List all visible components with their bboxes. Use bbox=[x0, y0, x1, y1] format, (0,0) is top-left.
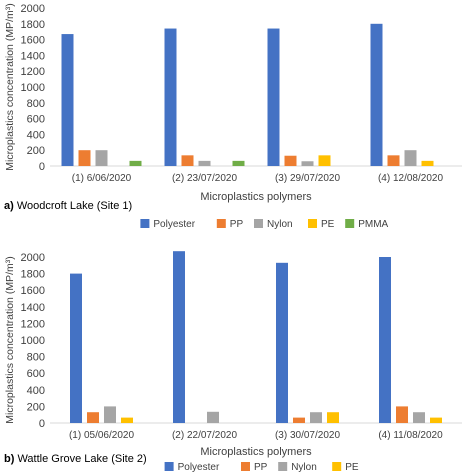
panel-letter: b) bbox=[4, 453, 17, 465]
bar-polyester bbox=[276, 262, 288, 423]
legend-swatch-polyester bbox=[164, 462, 174, 471]
y-tick-label: 800 bbox=[27, 98, 45, 110]
y-tick-label: 1600 bbox=[21, 35, 45, 47]
bar-pe bbox=[421, 160, 434, 166]
bar-pe bbox=[430, 417, 442, 423]
y-tick-label: 1600 bbox=[21, 285, 45, 297]
legend-swatch-nylon bbox=[278, 462, 288, 471]
x-tick-label: (4) 12/08/2020 bbox=[378, 173, 443, 184]
legend-swatch-nylon bbox=[254, 219, 263, 228]
panel-label: a) Woodcroft Lake (Site 1) bbox=[4, 200, 132, 212]
bar-pe bbox=[121, 417, 133, 423]
legend-label: PMMA bbox=[358, 219, 388, 230]
x-axis-title: Microplastics polymers bbox=[200, 446, 312, 458]
panel-title: Wattle Grove Lake (Site 2) bbox=[17, 453, 146, 465]
legend-swatch-polyester bbox=[140, 219, 150, 228]
bar-pp bbox=[78, 150, 91, 166]
bar-pp bbox=[293, 417, 305, 423]
x-tick-label: (1) 05/06/2020 bbox=[69, 430, 134, 441]
x-tick-label: (3) 30/07/2020 bbox=[275, 430, 340, 441]
y-tick-label: 600 bbox=[27, 114, 45, 126]
legend-label: PP bbox=[254, 462, 268, 473]
bar-pmma bbox=[232, 160, 245, 166]
legend-label: Nylon bbox=[267, 219, 293, 230]
panel-letter: a) bbox=[4, 200, 17, 212]
bar-pp bbox=[181, 155, 194, 166]
bar-nylon bbox=[207, 411, 219, 423]
bar-pp bbox=[387, 155, 400, 166]
y-tick-label: 400 bbox=[27, 385, 45, 397]
y-tick-label: 1400 bbox=[21, 50, 45, 62]
y-tick-label: 1000 bbox=[21, 82, 45, 94]
legend-label: Nylon bbox=[291, 462, 317, 473]
bar-pe bbox=[327, 412, 339, 423]
legend-label: PP bbox=[230, 219, 244, 230]
y-tick-label: 1000 bbox=[21, 335, 45, 347]
y-tick-label: 1800 bbox=[21, 269, 45, 281]
bar-pp bbox=[396, 406, 408, 423]
x-axis-title: Microplastics polymers bbox=[200, 191, 312, 203]
legend-swatch-pmma bbox=[345, 219, 355, 228]
y-tick-label: 0 bbox=[39, 418, 45, 430]
bar-polyester bbox=[370, 23, 383, 166]
y-tick-label: 2000 bbox=[21, 3, 45, 15]
y-tick-label: 600 bbox=[27, 368, 45, 380]
legend-label: PE bbox=[321, 219, 335, 230]
x-tick-label: (3) 29/07/2020 bbox=[275, 173, 340, 184]
y-tick-label: 200 bbox=[27, 401, 45, 413]
legend-label: Polyester bbox=[178, 462, 220, 473]
bar-pe bbox=[318, 155, 331, 166]
bar-nylon bbox=[301, 161, 314, 166]
legend-swatch-pe bbox=[332, 462, 342, 471]
y-tick-label: 2000 bbox=[21, 252, 45, 264]
y-tick-label: 1400 bbox=[21, 302, 45, 314]
legend-swatch-pp bbox=[216, 219, 226, 228]
bar-polyester bbox=[61, 34, 74, 166]
bar-polyester bbox=[267, 28, 280, 167]
bar-polyester bbox=[379, 257, 391, 423]
bar-polyester bbox=[173, 251, 185, 423]
bar-nylon bbox=[104, 406, 116, 423]
y-axis-title: Microplastics concentration (MP/m³) bbox=[4, 3, 16, 170]
bar-nylon bbox=[413, 412, 425, 423]
bar-nylon bbox=[404, 150, 417, 166]
y-tick-label: 800 bbox=[27, 352, 45, 364]
bar-pp bbox=[284, 155, 297, 166]
bar-nylon bbox=[310, 412, 322, 423]
bar-pmma bbox=[129, 160, 142, 166]
y-axis-title: Microplastics concentration (MP/m³) bbox=[4, 256, 16, 423]
legend-swatch-pp bbox=[241, 462, 250, 471]
x-tick-label: (1) 6/06/2020 bbox=[72, 173, 132, 184]
y-tick-label: 0 bbox=[39, 161, 45, 173]
y-tick-label: 1200 bbox=[21, 318, 45, 330]
y-tick-label: 400 bbox=[27, 129, 45, 141]
legend-swatch-pe bbox=[308, 219, 317, 228]
x-tick-label: (2) 23/07/2020 bbox=[172, 173, 237, 184]
bar-polyester bbox=[164, 28, 177, 167]
panel-title: Woodcroft Lake (Site 1) bbox=[17, 200, 132, 212]
x-tick-label: (2) 22/07/2020 bbox=[172, 430, 237, 441]
bar-nylon bbox=[198, 160, 211, 166]
legend-label: Polyester bbox=[153, 219, 195, 230]
legend-label: PE bbox=[345, 462, 359, 473]
bar-polyester bbox=[70, 273, 82, 423]
y-tick-label: 1800 bbox=[21, 19, 45, 31]
panel-label: b) Wattle Grove Lake (Site 2) bbox=[4, 453, 147, 465]
y-tick-label: 200 bbox=[27, 145, 45, 157]
bar-nylon bbox=[95, 150, 108, 166]
bar-pp bbox=[87, 412, 99, 423]
x-tick-label: (4) 11/08/2020 bbox=[378, 430, 443, 441]
y-tick-label: 1200 bbox=[21, 66, 45, 78]
